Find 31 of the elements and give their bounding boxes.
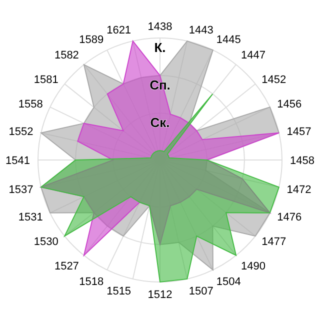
spoke-label: 1452: [262, 74, 286, 86]
spoke-label: 1530: [34, 236, 58, 248]
spoke-label: 1457: [286, 126, 312, 138]
spoke-label: 1490: [241, 260, 266, 272]
spoke-label: 1456: [277, 98, 302, 110]
spoke-label: 1476: [277, 211, 302, 224]
spoke-label: 1537: [8, 184, 34, 196]
spoke-label: 1552: [8, 126, 34, 138]
spoke-label: 1518: [79, 276, 104, 288]
y-tick-label: Ск.: [150, 115, 170, 130]
y-tick-label: Сп.: [150, 78, 170, 93]
spoke-label: 1477: [262, 236, 286, 248]
spoke-label: 1582: [54, 49, 79, 62]
spoke-label: 1512: [148, 288, 172, 301]
spoke-label: 1558: [18, 98, 43, 110]
spoke-label: 1458: [290, 154, 314, 167]
spoke-label: 1589: [79, 34, 104, 46]
spoke-label: 1531: [18, 211, 43, 224]
spoke-label: 1527: [54, 260, 79, 272]
spoke-label: 1515: [106, 286, 132, 298]
spoke-label: 1504: [216, 276, 241, 288]
spoke-label: 1472: [286, 184, 312, 196]
spoke-label: 1621: [106, 24, 132, 36]
spoke-label: 1581: [34, 74, 58, 86]
spoke-label: 1541: [6, 154, 30, 167]
spoke-label: 1443: [188, 24, 214, 36]
spoke-label: 1507: [188, 286, 214, 298]
spoke-label: 1445: [216, 34, 241, 46]
spoke-label: 1447: [241, 49, 266, 62]
y-tick-label: К.: [154, 40, 166, 55]
spoke-label: 1438: [148, 21, 172, 33]
